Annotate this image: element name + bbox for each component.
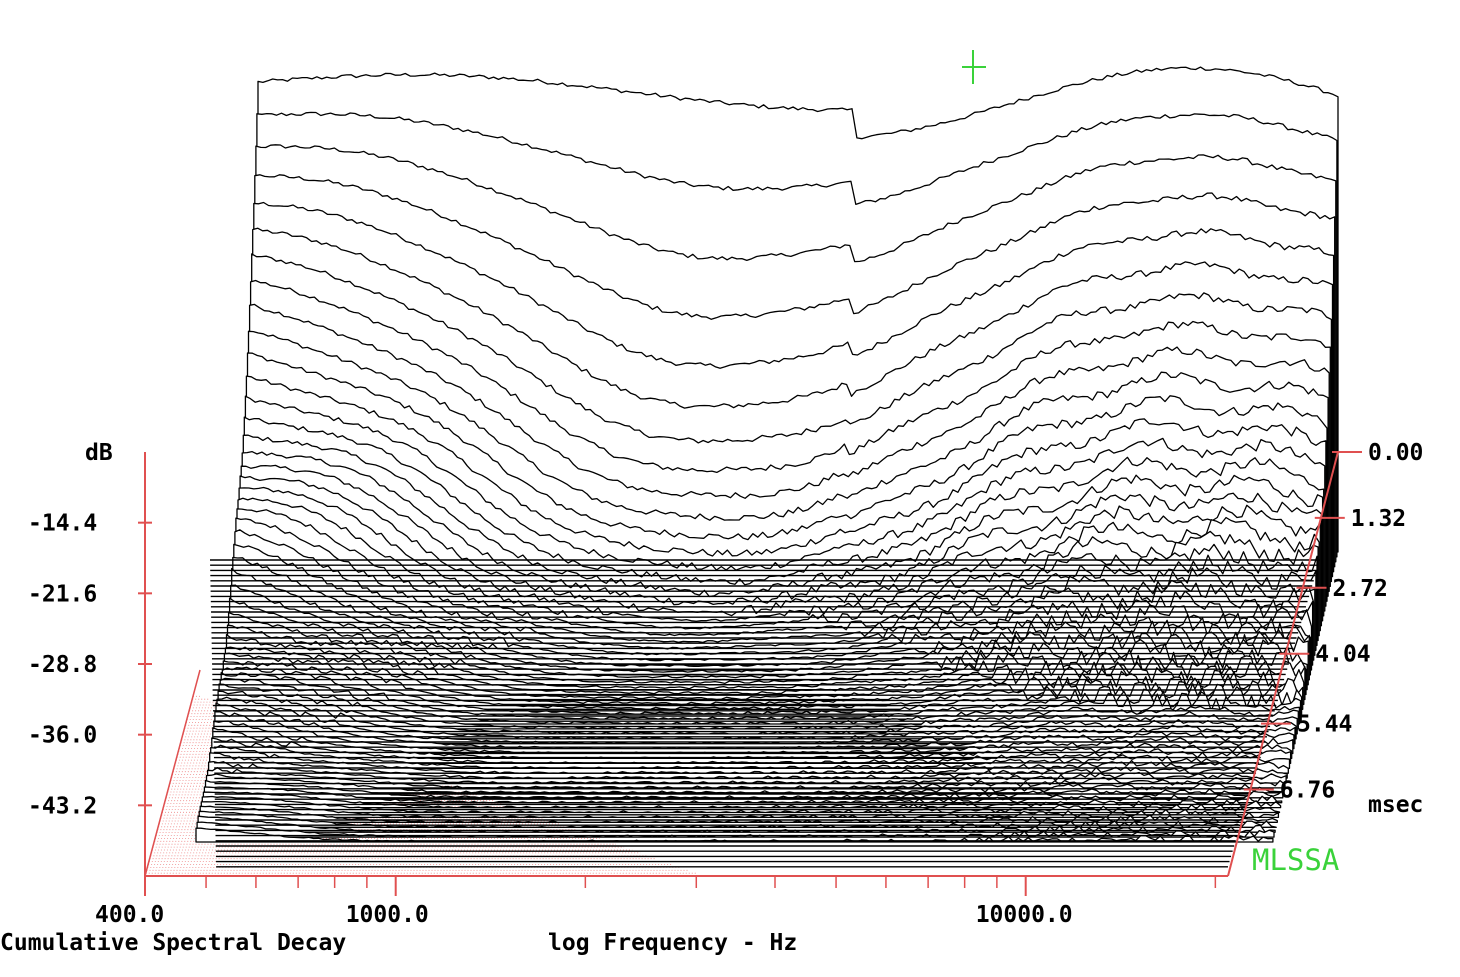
chart-title: Cumulative Spectral Decay: [0, 930, 346, 956]
z-tick-label: 4.04: [1315, 642, 1370, 668]
decay-traces: [195, 66, 1339, 868]
x-tick-label: 1000.0: [346, 902, 429, 928]
axes: [138, 451, 1362, 896]
x-tick-label: 10000.0: [976, 902, 1073, 928]
x-tick-label: 400.0: [95, 902, 164, 928]
z-tick-label: 0.00: [1368, 440, 1423, 466]
z-axis-unit-label: msec: [1368, 792, 1423, 818]
floor-diagonal: [144, 669, 201, 877]
decay-slice: [227, 611, 1308, 691]
y-tick-label: -43.2: [28, 793, 97, 819]
x-axis-label: log Frequency - Hz: [548, 930, 797, 956]
cursor-marker: [962, 50, 986, 84]
y-tick-label: -36.0: [28, 723, 97, 749]
y-tick-label: -28.8: [28, 652, 97, 678]
y-axis-label: dB: [85, 440, 113, 466]
z-tick-label: 1.32: [1351, 506, 1406, 532]
mlssa-watermark: MLSSA: [1252, 843, 1339, 877]
z-tick-label: 6.76: [1280, 778, 1335, 804]
y-tick-label: -21.6: [28, 581, 97, 607]
z-tick-label: 2.72: [1333, 576, 1388, 602]
z-axis-line: [1227, 451, 1339, 877]
y-tick-label: -14.4: [28, 511, 97, 537]
z-tick-label: 5.44: [1297, 712, 1352, 738]
